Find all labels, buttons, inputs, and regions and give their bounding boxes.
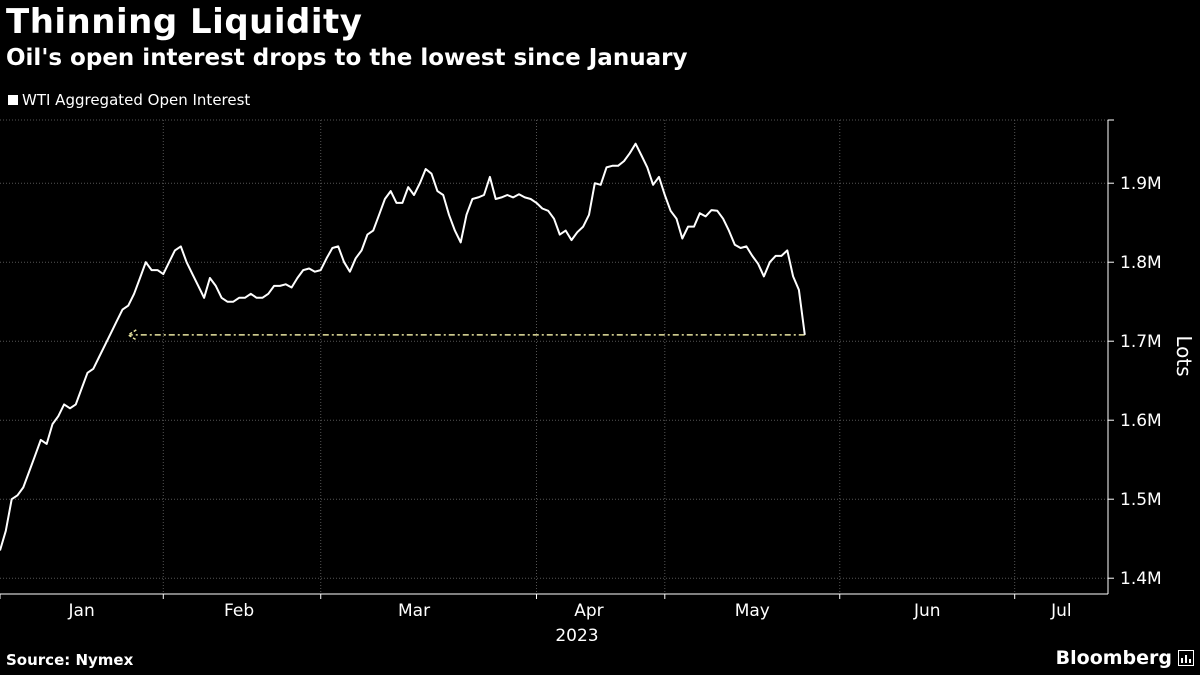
y-tick-label: 1.7M — [1120, 332, 1162, 352]
x-tick-label: Mar — [398, 601, 430, 621]
y-tick-label: 1.6M — [1120, 411, 1162, 431]
bloomberg-terminal-icon — [1178, 650, 1194, 666]
legend-label: WTI Aggregated Open Interest — [22, 91, 251, 109]
y-tick-label: 1.9M — [1120, 174, 1162, 194]
series-line-wti-open-interest — [0, 142, 806, 551]
x-axis-year-label: 2023 — [555, 626, 598, 646]
x-tick-label: Jul — [1050, 601, 1072, 621]
y-axis-title: Lots — [1172, 335, 1196, 376]
x-tick-label: Jan — [68, 601, 95, 621]
x-tick-label: Jun — [913, 601, 941, 621]
brand-logo: Bloomberg — [1056, 647, 1194, 669]
y-tick-label: 1.4M — [1120, 569, 1162, 589]
legend-swatch — [8, 95, 18, 105]
x-tick-label: Feb — [224, 601, 254, 621]
y-tick-label: 1.8M — [1120, 253, 1162, 273]
y-tick-label: 1.5M — [1120, 490, 1162, 510]
x-tick-label: May — [735, 601, 770, 621]
source-note: Source: Nymex — [6, 651, 134, 669]
x-tick-label: Apr — [574, 601, 603, 621]
brand-name: Bloomberg — [1055, 647, 1172, 669]
annotation-arrowhead — [126, 329, 137, 341]
chart-title: Thinning Liquidity — [6, 2, 363, 42]
legend: WTI Aggregated Open Interest — [8, 91, 250, 109]
chart-subtitle: Oil's open interest drops to the lowest … — [6, 45, 688, 71]
